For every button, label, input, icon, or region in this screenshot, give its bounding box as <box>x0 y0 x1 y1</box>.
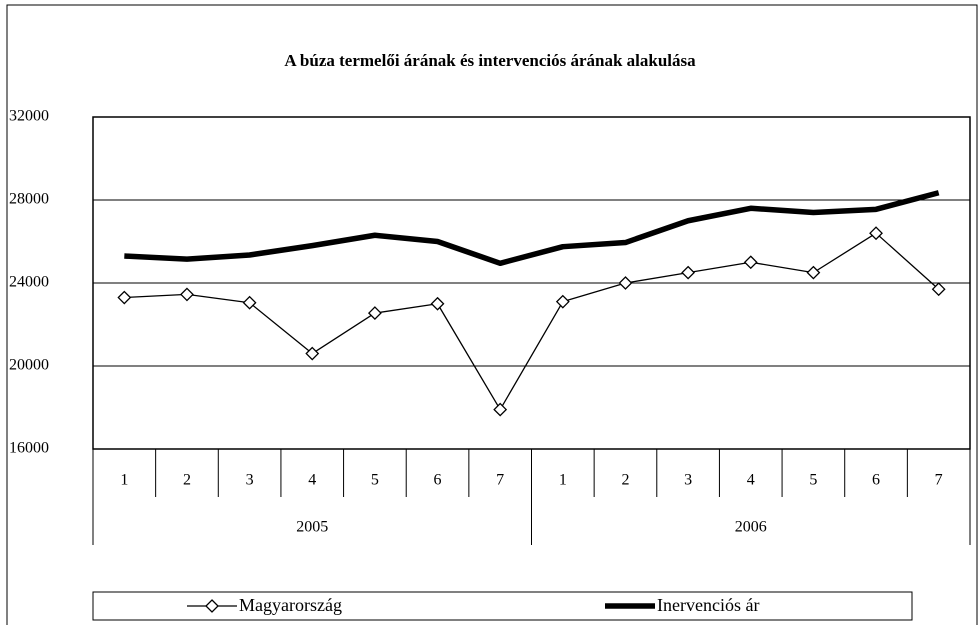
x-group-label: 2006 <box>735 519 767 536</box>
y-tick-label: 32000 <box>9 108 49 125</box>
data-point <box>806 265 821 280</box>
data-point <box>869 226 883 241</box>
data-point <box>931 282 946 297</box>
x-group-label: 2005 <box>296 519 328 536</box>
series-line <box>124 190 940 267</box>
x-tick-label: 3 <box>246 472 254 489</box>
data-point <box>305 346 320 361</box>
x-tick-label: 4 <box>308 472 316 489</box>
data-point <box>618 276 633 290</box>
legend-marker <box>205 599 219 613</box>
data-point <box>555 294 570 309</box>
legend-label: Magyarország <box>239 595 342 615</box>
legend-label: Inervenciós ár <box>657 595 759 615</box>
data-point <box>242 295 257 310</box>
chart-frame <box>6 4 978 625</box>
x-tick-label: 1 <box>120 472 128 489</box>
data-point <box>493 402 508 417</box>
x-tick-label: 7 <box>935 472 943 489</box>
x-tick-label: 1 <box>559 472 567 489</box>
x-tick-label: 3 <box>684 472 692 489</box>
data-point <box>367 306 382 321</box>
data-point <box>117 290 132 305</box>
data-point <box>180 287 194 302</box>
series-line <box>124 232 940 411</box>
y-tick-label: 24000 <box>9 274 49 291</box>
chart-title: A búza termelői árának és intervenciós á… <box>284 51 696 70</box>
x-tick-label: 4 <box>747 472 755 489</box>
y-tick-label: 28000 <box>9 191 49 208</box>
x-tick-label: 2 <box>621 472 629 489</box>
x-tick-label: 6 <box>434 472 442 489</box>
x-tick-label: 2 <box>183 472 191 489</box>
data-point <box>743 255 758 270</box>
y-tick-label: 20000 <box>9 357 49 374</box>
x-tick-label: 5 <box>371 472 379 489</box>
x-tick-label: 5 <box>809 472 817 489</box>
data-point <box>681 265 696 280</box>
x-tick-label: 6 <box>872 472 880 489</box>
y-tick-label: 16000 <box>9 440 49 457</box>
x-tick-label: 7 <box>496 472 504 489</box>
data-point <box>430 296 445 311</box>
